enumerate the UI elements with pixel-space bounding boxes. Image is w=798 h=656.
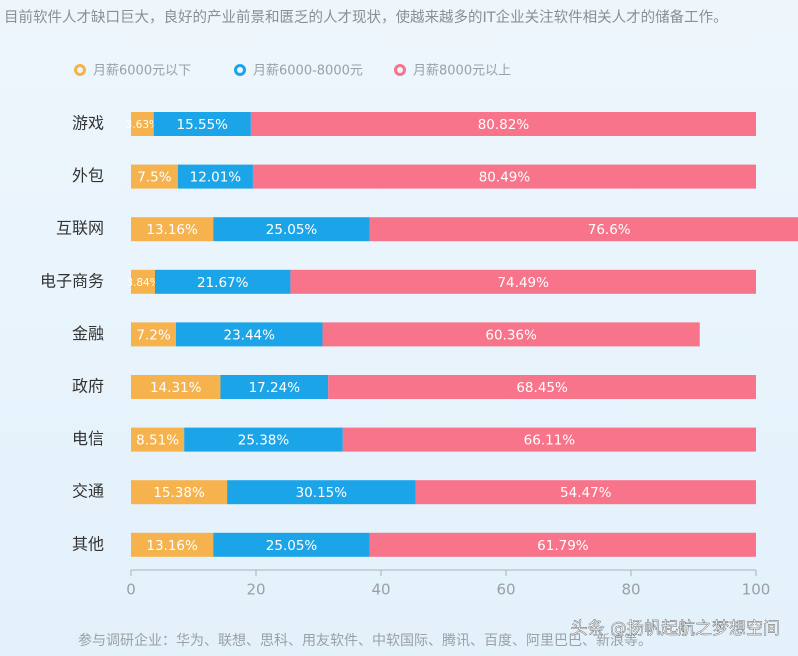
bar-segment xyxy=(131,164,178,189)
data-label: 25.38% xyxy=(238,433,290,449)
bar-segment xyxy=(131,269,155,294)
chart-title: 目前软件人才缺口巨大，良好的产业前景和匮乏的人才现状，使越来越多的IT企业关注软… xyxy=(4,8,728,26)
bar-segment xyxy=(131,480,228,505)
bar-segment xyxy=(250,112,756,136)
bar-segment xyxy=(290,269,756,294)
y-tick-label: 电子商务 xyxy=(40,271,104,290)
x-tick-label: 80 xyxy=(621,581,640,599)
bar-segment xyxy=(213,217,370,242)
x-tick-label: 0 xyxy=(126,581,136,599)
bar-segment xyxy=(213,532,370,557)
bar-segment xyxy=(131,532,214,557)
bar-segment xyxy=(322,322,700,347)
legend-label: 月薪6000-8000元 xyxy=(253,64,363,79)
data-label: 23.44% xyxy=(224,327,276,343)
y-tick-label: 电信 xyxy=(72,429,104,448)
bar-segment xyxy=(131,322,176,347)
bar-segment xyxy=(177,164,253,189)
data-label: 25.05% xyxy=(266,538,318,554)
footnote: 参与调研企业：华为、联想、思科、用友软件、中软国际、腾讯、百度、阿里巴巴、新浪等… xyxy=(78,632,652,649)
legend-marker xyxy=(394,64,406,76)
bar-segment xyxy=(131,427,185,452)
data-label: 17.24% xyxy=(249,380,301,396)
legend-label: 月薪8000元以上 xyxy=(413,64,511,79)
data-label: 25.05% xyxy=(266,222,318,238)
y-tick-label: 交通 xyxy=(72,482,104,501)
data-label: 7.5% xyxy=(137,170,171,186)
y-tick-label: 游戏 xyxy=(72,114,104,133)
bar-segment xyxy=(155,269,291,294)
data-label: 54.47% xyxy=(560,485,612,501)
data-label: 30.15% xyxy=(296,485,348,501)
bar-segment xyxy=(153,112,251,136)
data-label: 76.6% xyxy=(588,222,631,238)
data-label: 13.16% xyxy=(146,538,198,554)
data-label: 74.49% xyxy=(497,275,549,291)
data-label: 3.63% xyxy=(126,119,159,131)
legend-label: 月薪6000元以下 xyxy=(93,64,191,79)
y-tick-label: 互联网 xyxy=(56,219,104,238)
bar-segment xyxy=(252,164,756,189)
bar-segment xyxy=(131,375,221,399)
x-tick-label: 60 xyxy=(496,581,515,599)
y-tick-label: 外包 xyxy=(72,166,104,185)
bar-segment xyxy=(342,427,756,452)
bar-segment xyxy=(328,375,756,399)
legend-marker xyxy=(234,64,246,76)
data-label: 60.36% xyxy=(485,327,537,343)
y-tick-label: 其他 xyxy=(72,534,104,553)
bar-segment xyxy=(369,217,798,242)
bar-segment xyxy=(369,532,756,557)
data-label: 21.67% xyxy=(197,275,249,291)
data-label: 12.01% xyxy=(190,170,242,186)
bar-segment xyxy=(176,322,323,347)
data-label: 15.38% xyxy=(153,485,205,501)
watermark: 头条 @扬帆起航之梦想空间 xyxy=(571,619,780,639)
data-label: 13.16% xyxy=(146,222,198,238)
bar-segment xyxy=(415,480,756,505)
data-label: 68.45% xyxy=(516,380,568,396)
y-tick-label: 金融 xyxy=(72,324,104,343)
data-label: 80.49% xyxy=(479,170,531,186)
data-label: 61.79% xyxy=(537,538,589,554)
data-label: 80.82% xyxy=(478,117,530,133)
bar-segment xyxy=(184,427,343,452)
data-label: 15.55% xyxy=(177,117,229,133)
bar-segment xyxy=(227,480,416,505)
x-tick-label: 40 xyxy=(371,581,390,599)
bar-segment xyxy=(220,375,329,399)
legend-marker xyxy=(74,64,86,76)
data-label: 7.2% xyxy=(136,327,170,343)
data-label: 8.51% xyxy=(136,433,179,449)
data-label: 14.31% xyxy=(150,380,202,396)
data-label: 3.84% xyxy=(126,277,159,289)
bar-segment xyxy=(131,112,154,136)
x-tick-label: 100 xyxy=(742,581,771,599)
x-tick-label: 20 xyxy=(246,581,265,599)
data-label: 66.11% xyxy=(524,433,576,449)
bar-segment xyxy=(131,217,214,242)
y-tick-label: 政府 xyxy=(72,377,104,396)
